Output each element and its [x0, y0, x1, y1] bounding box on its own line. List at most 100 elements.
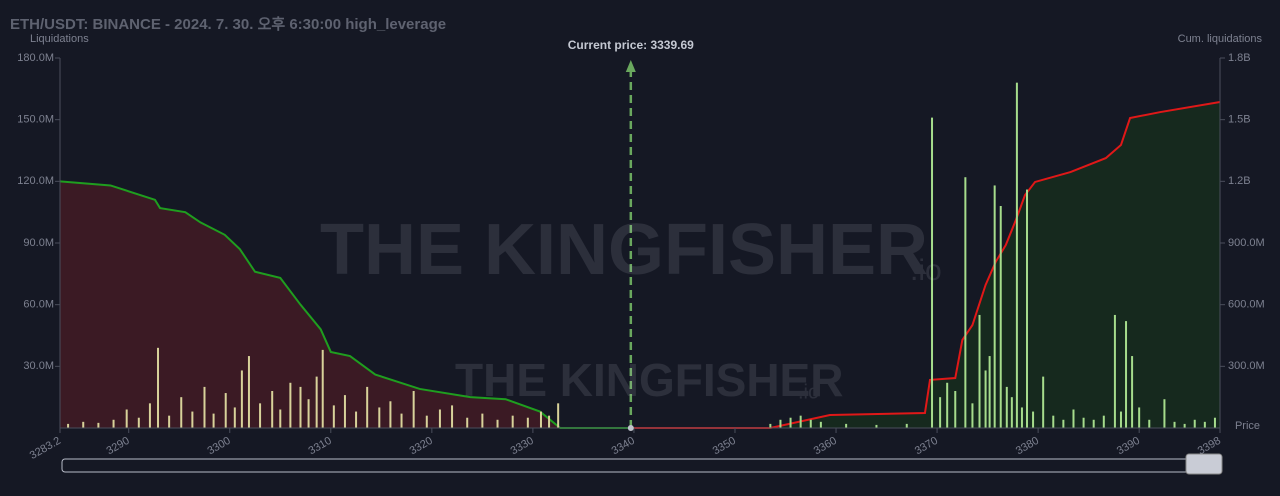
bar — [1020, 407, 1023, 428]
bar — [978, 314, 981, 428]
y-tick-label: 90.0M — [23, 237, 54, 249]
bar — [1102, 415, 1105, 428]
scroll-handle[interactable] — [1185, 453, 1223, 475]
bar — [355, 411, 358, 428]
bar — [97, 422, 100, 428]
bar — [112, 419, 115, 428]
bar — [279, 409, 282, 428]
bar — [148, 403, 151, 428]
watermark: THE KINGFISHER .io THE KINGFISHER .io — [320, 210, 942, 406]
bar — [539, 411, 542, 428]
bar — [481, 413, 484, 428]
bar — [412, 391, 415, 428]
bar — [168, 415, 171, 428]
bar — [400, 413, 403, 428]
y2-tick-label: 1.5B — [1228, 114, 1251, 126]
bar — [1072, 409, 1075, 428]
chart-title: ETH/USDT: BINANCE - 2024. 7. 30. 오후 6:30… — [10, 16, 446, 33]
watermark-suffix: .io — [798, 381, 819, 403]
y-tick-label: 180.0M — [17, 52, 54, 64]
bar — [1010, 397, 1013, 428]
bar — [946, 382, 949, 428]
bar — [466, 417, 469, 428]
bar — [1082, 417, 1085, 428]
bar — [526, 417, 529, 428]
bar — [321, 349, 324, 428]
bar — [999, 206, 1002, 428]
watermark-text: THE KINGFISHER — [455, 354, 843, 406]
bar — [271, 391, 274, 428]
bar — [1062, 419, 1065, 428]
bar — [769, 423, 772, 428]
bar — [289, 382, 292, 428]
area — [630, 101, 1220, 428]
bar — [307, 399, 310, 428]
bar — [191, 411, 194, 428]
bar — [779, 419, 782, 428]
bar — [1119, 411, 1122, 428]
bar — [1163, 399, 1166, 428]
bar — [212, 413, 215, 428]
y2-tick-label: 900.0M — [1228, 237, 1265, 249]
bar — [931, 117, 934, 428]
bar — [157, 347, 160, 428]
bar — [548, 415, 551, 428]
bar — [425, 415, 428, 428]
bar — [378, 407, 381, 428]
bar — [125, 409, 128, 428]
cum-line — [59, 180, 631, 429]
current-price-label: Current price: 3339.69 — [568, 38, 694, 52]
y2-tick-label: 300.0M — [1228, 360, 1265, 372]
y-tick-label: 30.0M — [23, 360, 54, 372]
bar — [905, 423, 908, 428]
bar — [1148, 419, 1151, 428]
x-axis-label: Price — [1235, 420, 1260, 432]
bar — [224, 393, 227, 428]
bar — [1042, 376, 1045, 428]
bar — [789, 417, 792, 428]
bar — [799, 415, 802, 428]
bar — [1005, 386, 1008, 428]
current-price-arrow — [625, 60, 636, 72]
bar — [819, 421, 822, 428]
bar — [203, 386, 206, 428]
bar — [451, 405, 454, 428]
bar — [1092, 419, 1095, 428]
bar — [809, 419, 812, 428]
y2-tick-label: 1.8B — [1228, 52, 1251, 64]
current-price-dot — [627, 425, 634, 431]
bar — [993, 185, 996, 428]
bar — [247, 356, 250, 428]
bar — [1173, 421, 1176, 428]
bar — [971, 403, 974, 428]
bar — [180, 397, 183, 428]
bar — [1026, 189, 1029, 428]
bar — [1131, 356, 1134, 428]
bar — [1213, 417, 1216, 428]
bar — [1015, 82, 1018, 429]
watermark-text: THE KINGFISHER — [320, 210, 928, 290]
bar — [984, 370, 987, 428]
bar — [988, 356, 991, 428]
bar — [845, 423, 848, 428]
y-tick-label: 60.0M — [23, 299, 54, 311]
bar — [496, 419, 499, 428]
y2-tick-label: 1.2B — [1228, 175, 1251, 187]
bar — [67, 423, 70, 428]
bar — [1183, 423, 1186, 428]
area — [60, 181, 631, 428]
bar — [343, 395, 346, 428]
bar — [315, 376, 318, 428]
bar — [82, 421, 85, 428]
bar — [954, 391, 957, 428]
bar — [939, 397, 942, 428]
y-tick-label: 120.0M — [17, 175, 54, 187]
bar — [1203, 421, 1206, 428]
y2-tick-label: 600.0M — [1228, 299, 1265, 311]
bar — [1052, 415, 1055, 428]
bar — [1193, 419, 1196, 428]
bar — [389, 401, 392, 428]
bar — [233, 407, 236, 428]
y-axis-label: Liquidations — [30, 33, 89, 45]
